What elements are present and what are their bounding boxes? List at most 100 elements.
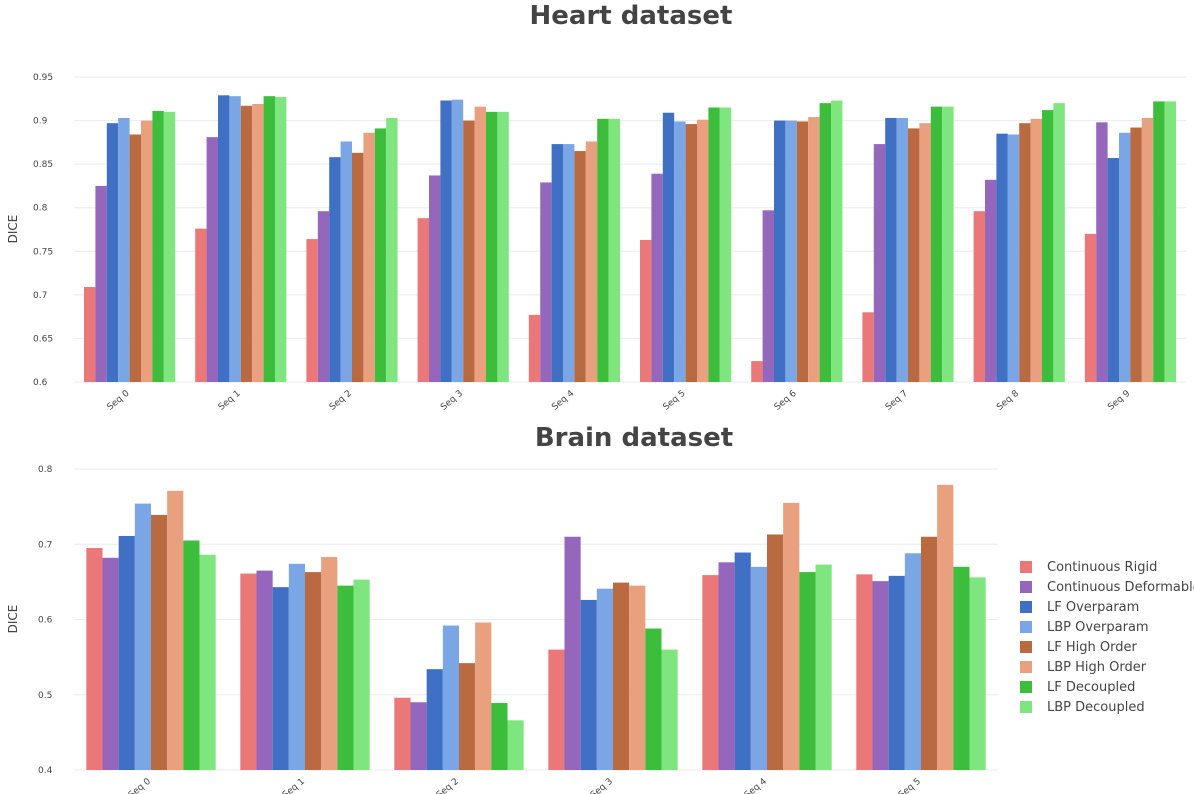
heart-bar[interactable] — [930, 106, 943, 382]
brain-bar[interactable] — [815, 564, 832, 770]
heart-bar[interactable] — [1141, 117, 1154, 382]
brain-bar[interactable] — [151, 514, 168, 770]
brain-bar[interactable] — [750, 566, 767, 770]
brain-bar[interactable] — [613, 582, 630, 770]
heart-bar[interactable] — [485, 111, 498, 382]
heart-bar[interactable] — [252, 104, 264, 382]
heart-bar[interactable] — [417, 218, 430, 382]
heart-bar[interactable] — [1130, 127, 1142, 383]
heart-bar[interactable] — [463, 120, 475, 383]
heart-bar[interactable] — [474, 106, 486, 382]
heart-bar[interactable] — [363, 132, 375, 382]
heart-bar[interactable] — [785, 120, 797, 383]
brain-bar[interactable] — [645, 628, 662, 770]
legend-item[interactable]: LF Overparam — [1020, 597, 1194, 617]
heart-bar[interactable] — [774, 120, 786, 383]
brain-bar[interactable] — [321, 557, 338, 770]
heart-bar[interactable] — [551, 144, 564, 382]
brain-bar[interactable] — [661, 649, 678, 770]
heart-bar[interactable] — [274, 97, 287, 383]
heart-bar[interactable] — [84, 287, 96, 382]
brain-bar[interactable] — [564, 536, 581, 770]
heart-bar[interactable] — [129, 134, 141, 382]
heart-bar[interactable] — [118, 117, 130, 382]
brain-bar[interactable] — [240, 573, 257, 770]
heart-bar[interactable] — [1096, 122, 1108, 383]
heart-bar[interactable] — [751, 361, 763, 382]
brain-bar[interactable] — [394, 697, 411, 770]
heart-bar[interactable] — [862, 312, 874, 382]
heart-bar[interactable] — [830, 100, 843, 383]
brain-bar[interactable] — [256, 570, 273, 770]
heart-bar[interactable] — [1107, 158, 1120, 382]
heart-bar[interactable] — [885, 117, 897, 382]
heart-bar[interactable] — [696, 119, 709, 382]
brain-bar[interactable] — [799, 572, 816, 770]
heart-bar[interactable] — [662, 112, 675, 382]
heart-bar[interactable] — [340, 141, 352, 382]
brain-bar[interactable] — [118, 535, 135, 770]
brain-bar[interactable] — [734, 552, 751, 770]
heart-bar[interactable] — [1053, 103, 1065, 383]
legend-item[interactable]: Continuous Deformable — [1020, 577, 1194, 597]
heart-bar[interactable] — [386, 117, 398, 382]
heart-bar[interactable] — [540, 182, 552, 382]
heart-bar[interactable] — [440, 100, 452, 383]
heart-bar[interactable] — [95, 185, 107, 382]
brain-bar[interactable] — [856, 574, 873, 770]
heart-bar[interactable] — [896, 117, 908, 382]
brain-bar[interactable] — [580, 599, 597, 770]
brain-bar[interactable] — [953, 566, 970, 770]
brain-bar[interactable] — [102, 557, 119, 770]
heart-bar[interactable] — [1041, 110, 1054, 382]
heart-bar[interactable] — [819, 103, 831, 383]
heart-bar[interactable] — [674, 121, 686, 382]
heart-bar[interactable] — [1119, 132, 1131, 382]
brain-bar[interactable] — [288, 563, 305, 770]
brain-bar[interactable] — [167, 490, 184, 770]
heart-bar[interactable] — [329, 157, 341, 382]
heart-bar[interactable] — [597, 118, 609, 382]
legend-item[interactable]: LBP Overparam — [1020, 617, 1194, 637]
brain-bar[interactable] — [969, 577, 986, 770]
brain-bar[interactable] — [337, 585, 354, 770]
brain-bar[interactable] — [767, 534, 784, 770]
heart-bar[interactable] — [195, 228, 207, 382]
brain-bar[interactable] — [629, 585, 646, 770]
legend-item[interactable]: Continuous Rigid — [1020, 557, 1194, 577]
heart-bar[interactable] — [608, 118, 620, 382]
brain-bar[interactable] — [183, 540, 200, 770]
heart-bar[interactable] — [152, 110, 164, 382]
brain-bar[interactable] — [426, 669, 443, 770]
heart-bar[interactable] — [942, 106, 954, 382]
brain-bar[interactable] — [783, 502, 800, 770]
brain-bar[interactable] — [548, 649, 565, 770]
heart-bar[interactable] — [908, 128, 920, 382]
heart-bar[interactable] — [919, 123, 931, 382]
heart-bar[interactable] — [317, 211, 330, 382]
heart-bar[interactable] — [973, 211, 986, 382]
brain-bar[interactable] — [199, 554, 216, 770]
heart-bar[interactable] — [1030, 118, 1042, 382]
brain-bar[interactable] — [86, 548, 103, 770]
heart-bar[interactable] — [1164, 101, 1176, 383]
legend-item[interactable]: LBP Decoupled — [1020, 697, 1194, 717]
heart-bar[interactable] — [106, 123, 119, 382]
brain-bar[interactable] — [305, 572, 322, 770]
heart-bar[interactable] — [140, 120, 153, 383]
heart-bar[interactable] — [528, 314, 541, 382]
legend-item[interactable]: LF High Order — [1020, 637, 1194, 657]
heart-bar[interactable] — [640, 239, 652, 382]
legend-item[interactable]: LF Decoupled — [1020, 677, 1194, 697]
heart-bar[interactable] — [206, 137, 219, 382]
heart-bar[interactable] — [306, 239, 318, 382]
heart-bar[interactable] — [873, 144, 886, 382]
brain-bar[interactable] — [718, 562, 735, 770]
heart-bar[interactable] — [497, 111, 509, 382]
brain-bar[interactable] — [459, 663, 476, 770]
heart-bar[interactable] — [796, 121, 809, 382]
brain-bar[interactable] — [596, 588, 613, 770]
brain-bar[interactable] — [134, 503, 151, 770]
heart-bar[interactable] — [719, 107, 732, 383]
heart-bar[interactable] — [218, 95, 230, 383]
